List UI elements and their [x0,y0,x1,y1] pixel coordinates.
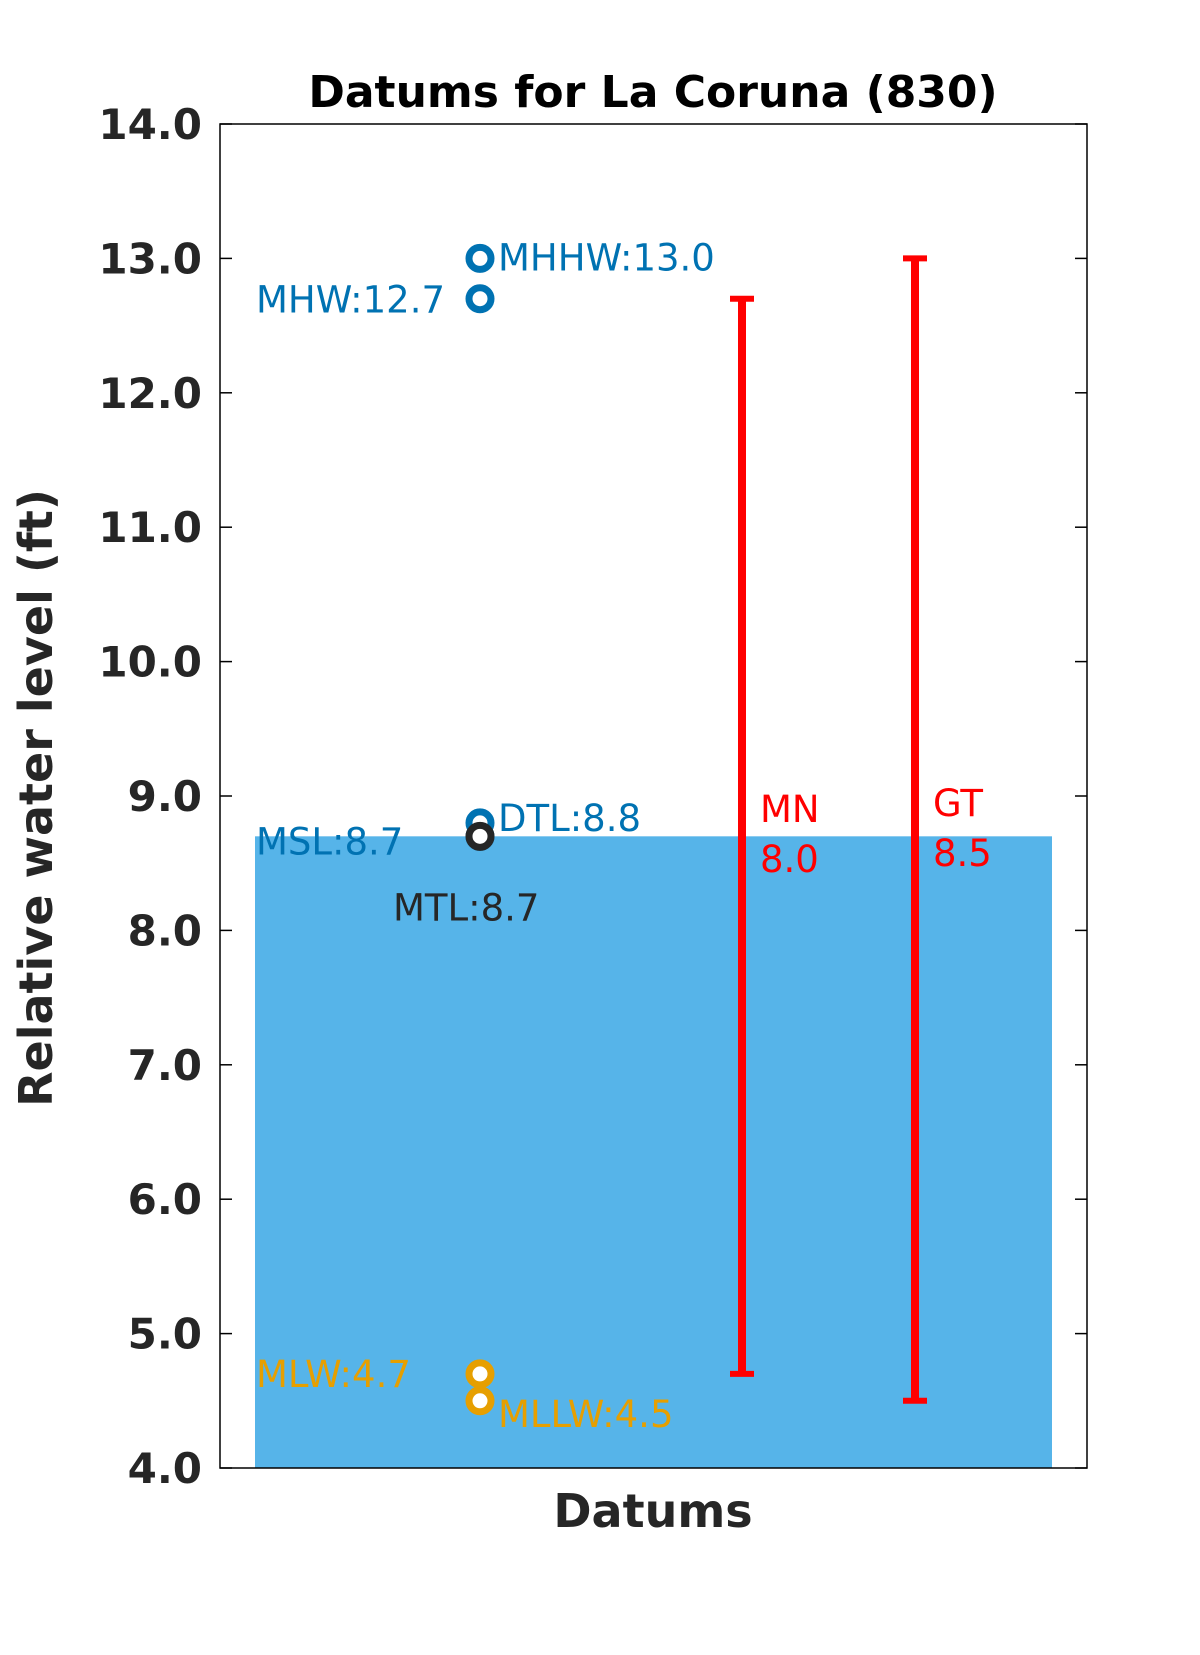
y-tick-label: 11.0 [98,503,202,552]
msl-bar [255,836,1052,1468]
y-tick-label: 10.0 [98,638,202,687]
range-mn-value-label: 8.0 [760,838,819,881]
label-mhw: MHW:12.7 [256,279,445,322]
label-mlw: MLW:4.7 [256,1353,411,1396]
y-tick-label: 5.0 [128,1310,202,1359]
chart-title: Datums for La Coruna (830) [308,67,997,118]
y-tick-label: 7.0 [128,1041,202,1090]
y-tick-label: 4.0 [128,1444,202,1493]
axes-layer: 4.0 5.0 6.0 7.0 8.0 9.0 10.0 11.0 12.0 13.0 14.0 [98,100,1088,1493]
y-tick-label: 14.0 [98,100,202,149]
y-tick-label: 9.0 [128,772,202,821]
point-mllw [465,1386,495,1416]
label-mhhw: MHHW:13.0 [498,236,715,279]
y-tick-label: 12.0 [98,369,202,418]
range-layer [730,255,927,1404]
range-gt-value-label: 8.5 [933,832,992,875]
point-mtl [465,821,495,851]
label-mllw: MLLW:4.5 [498,1393,673,1436]
label-layer: MN 8.0 GT 8.5 MHHW:13.0 MHW:12.7 MSL:8.7 DTL:8.… [256,236,992,1435]
label-mtl: MTL:8.7 [393,886,539,929]
label-dtl: DTL:8.8 [498,797,641,840]
point-mhw [465,284,495,314]
y-tick-label: 6.0 [128,1175,202,1224]
label-msl: MSL:8.7 [256,820,403,863]
point-mlw [465,1359,495,1389]
point-layer [465,243,495,1416]
x-axis-label: Datums [553,1484,752,1538]
bar-layer [255,836,1052,1468]
point-mhhw [465,243,495,273]
y-tick-label: 8.0 [128,906,202,955]
range-gt-name-label: GT [933,782,983,825]
y-tick-label: 13.0 [98,234,202,283]
range-mn-name-label: MN [760,788,820,831]
y-axis-label: Relative water level (ft) [9,489,63,1107]
